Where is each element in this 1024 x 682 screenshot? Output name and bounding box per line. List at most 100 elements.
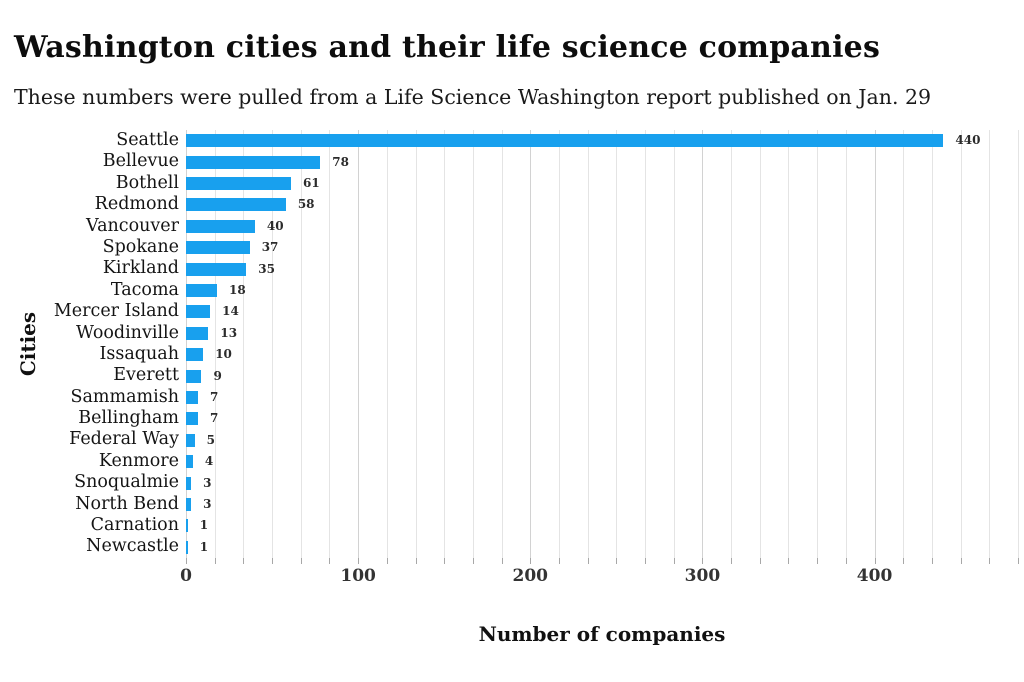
bar-tacoma: [186, 284, 217, 297]
bar-value-label: 7: [210, 411, 219, 426]
chart-subtitle: These numbers were pulled from a Life Sc…: [14, 85, 932, 109]
bar-sammamish: [186, 391, 199, 404]
gridline-minor: [272, 130, 274, 558]
gridline-minor: [587, 130, 589, 558]
category-label: Vancouver: [86, 215, 179, 236]
bar-value-label: 1: [199, 518, 209, 533]
category-label: Sammamish: [70, 386, 180, 407]
gridline-minor: [329, 130, 331, 558]
chart-title: Washington cities and their life science…: [14, 30, 881, 65]
bar-value-label: 37: [261, 240, 279, 255]
bar-seattle: [186, 134, 944, 148]
bar-everett: [186, 369, 202, 383]
bar-north-bend: [186, 498, 192, 511]
gridline-minor: [673, 130, 675, 558]
x-axis-tick: [243, 558, 245, 564]
gridline-minor: [788, 130, 790, 558]
category-label: Seattle: [116, 130, 179, 150]
x-axis-tick: [329, 558, 331, 564]
x-axis-tick: [558, 558, 560, 564]
bar-issaquah: [186, 348, 204, 362]
bar-value-label: 40: [266, 218, 284, 233]
bar-value-label: 18: [228, 283, 246, 297]
x-tick-label: 400: [856, 566, 893, 586]
bar-value-label: 61: [303, 176, 320, 190]
x-axis-tick: [300, 558, 302, 564]
gridline-minor: [214, 130, 216, 558]
x-axis-tick: [702, 558, 704, 564]
gridline-major: [358, 130, 360, 558]
category-label: Redmond: [94, 194, 179, 215]
bar-value-label: 9: [213, 368, 222, 383]
gridline-minor: [845, 130, 847, 558]
x-axis-tick: [530, 558, 532, 564]
category-label: Kirkland: [102, 258, 179, 279]
gridline-minor: [501, 130, 503, 558]
bar-value-label: 13: [220, 325, 238, 340]
category-label: Issaquah: [99, 343, 180, 364]
category-label: Snoqualmie: [74, 472, 179, 493]
bar-value-label: 35: [258, 261, 275, 276]
bar-value-label: 10: [215, 347, 232, 362]
x-axis-tick: [1018, 558, 1019, 564]
x-axis-tick: [989, 558, 991, 564]
category-label: Kenmore: [98, 450, 179, 471]
gridline-major: [530, 130, 532, 558]
x-axis-tick: [903, 558, 905, 564]
x-axis-tick: [444, 558, 446, 564]
bar-bothell: [186, 177, 291, 190]
x-axis-tick: [214, 558, 216, 564]
x-axis-tick: [616, 558, 618, 564]
bar-value-label: 440: [955, 133, 981, 148]
x-tick-label: 0: [180, 566, 192, 586]
x-axis-tick: [645, 558, 647, 564]
x-axis-title: Number of companies: [478, 622, 726, 646]
bar-value-label: 1: [199, 539, 209, 554]
bar-value-label: 58: [297, 197, 315, 212]
bar-bellevue: [186, 155, 321, 169]
gridline-minor: [759, 130, 761, 558]
x-tick-label: 300: [684, 566, 721, 586]
bar-woodinville: [186, 326, 209, 340]
bar-value-label: 3: [203, 497, 212, 511]
x-axis-tick: [788, 558, 790, 564]
x-axis-tick: [501, 558, 503, 564]
bar-value-label: 5: [206, 432, 215, 447]
bar-bellingham: [186, 412, 199, 426]
x-tick-label: 100: [340, 566, 376, 586]
x-axis-tick: [817, 558, 819, 564]
gridline-major: [186, 130, 187, 558]
gridline-minor: [300, 130, 302, 558]
category-label: Bellevue: [102, 151, 179, 172]
category-label: Federal Way: [69, 429, 179, 450]
x-axis-tick: [960, 558, 962, 564]
bar-value-label: 78: [332, 154, 349, 169]
gridline-minor: [1018, 130, 1019, 558]
category-label: Newcastle: [86, 536, 179, 557]
category-label: Carnation: [90, 515, 179, 536]
bar-vancouver: [186, 219, 255, 233]
bar-kirkland: [186, 262, 247, 276]
bar-kenmore: [186, 455, 193, 469]
category-axis-labels: Seattle Bellevue Bothell Redmond Vancouver Sp…: [0, 130, 179, 558]
bar-value-label: 14: [222, 304, 239, 319]
x-axis-tick: [931, 558, 933, 564]
gridline-major: [702, 130, 704, 558]
category-label: Mercer Island: [53, 301, 179, 322]
gridline-minor: [444, 130, 446, 558]
x-axis-tick: [874, 558, 876, 564]
gridline-minor: [472, 130, 474, 558]
bar-value-label: 4: [204, 454, 214, 469]
bar-carnation: [186, 519, 188, 533]
x-axis-tick: [845, 558, 847, 564]
category-label: Spokane: [102, 236, 179, 257]
category-label: North Bend: [75, 493, 179, 514]
plot-area: 440 78 61 58 40 37 35 18 14 13 10 9 7 7 5 4 3 3 1 1: [186, 130, 1019, 564]
x-axis-tick: [587, 558, 589, 564]
gridline-minor: [415, 130, 417, 558]
category-label: Bellingham: [78, 408, 179, 429]
gridline-minor: [960, 130, 962, 558]
gridline-minor: [386, 130, 388, 558]
gridline-minor: [731, 130, 733, 558]
x-axis-tick: [731, 558, 733, 564]
